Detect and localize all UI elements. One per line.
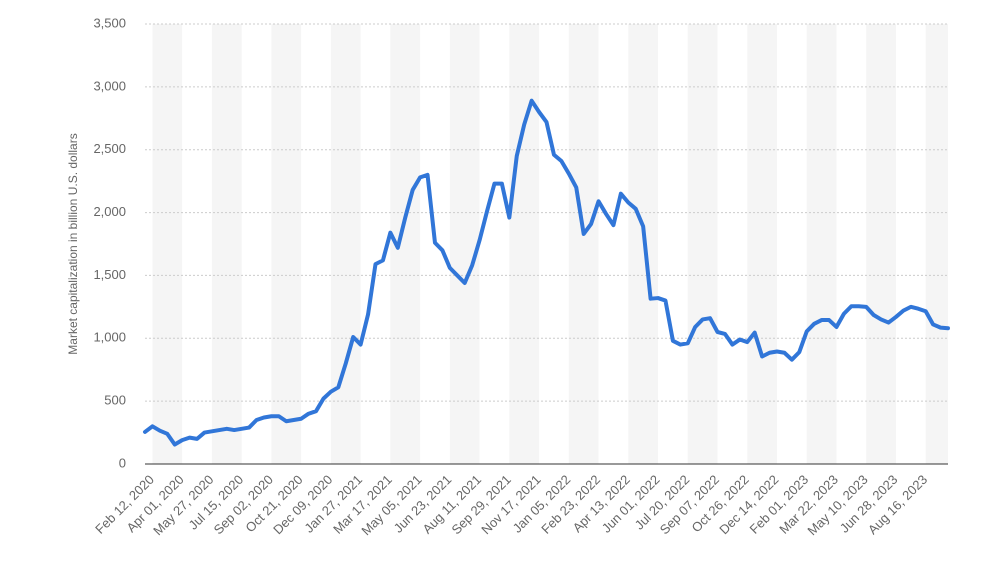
band-stripe [925,24,948,464]
band-stripe [687,24,718,464]
y-tick-label: 1,000 [93,330,126,345]
band-stripe [806,24,837,464]
y-tick-label: 0 [119,455,126,470]
band-stripe [866,24,896,464]
y-tick-label: 500 [104,393,126,408]
y-axis-label: Market capitalization in billion U.S. do… [66,133,80,354]
y-tick-label: 2,000 [93,204,126,219]
band-stripe [152,24,183,464]
band-stripe [568,24,599,464]
band-stripe [747,24,777,464]
y-tick-label: 1,500 [93,267,126,282]
band-stripe [509,24,540,464]
band-stripe [330,24,361,464]
line-series [143,98,950,447]
band-stripe [449,24,480,464]
band-stripe [211,24,242,464]
y-tick-label: 3,500 [93,15,126,30]
y-tick-label: 2,500 [93,141,126,156]
y-tick-label: 3,000 [93,78,126,93]
band-stripe [271,24,302,464]
